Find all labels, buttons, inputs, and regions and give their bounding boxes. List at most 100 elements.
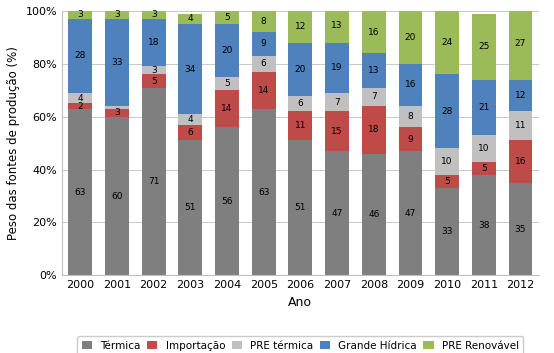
Bar xyxy=(215,24,239,77)
Text: 8: 8 xyxy=(261,17,266,26)
Bar xyxy=(215,90,239,127)
Bar xyxy=(252,32,276,56)
Text: 63: 63 xyxy=(258,187,269,197)
Text: 27: 27 xyxy=(515,40,526,48)
Bar xyxy=(105,106,129,109)
Bar xyxy=(362,53,386,88)
Bar xyxy=(142,11,166,19)
Bar xyxy=(68,93,93,103)
Bar xyxy=(215,127,239,275)
Bar xyxy=(509,112,532,140)
Text: 12: 12 xyxy=(515,91,526,100)
Text: 9: 9 xyxy=(408,135,413,144)
Bar xyxy=(472,175,496,275)
Text: 71: 71 xyxy=(148,177,160,186)
Bar xyxy=(178,125,202,140)
Text: 13: 13 xyxy=(331,21,343,30)
Bar xyxy=(252,109,276,275)
Bar xyxy=(252,11,276,32)
Bar xyxy=(68,103,93,109)
Text: 56: 56 xyxy=(221,197,233,206)
Text: 5: 5 xyxy=(224,79,230,88)
Bar xyxy=(178,114,202,125)
Bar xyxy=(325,43,349,93)
Bar xyxy=(325,112,349,151)
Bar xyxy=(105,19,129,106)
Text: 34: 34 xyxy=(184,65,196,74)
Text: 3: 3 xyxy=(114,10,120,19)
Bar xyxy=(398,64,422,106)
Text: 11: 11 xyxy=(515,121,526,131)
Text: 4: 4 xyxy=(78,94,83,103)
Text: 51: 51 xyxy=(295,203,306,213)
Text: 20: 20 xyxy=(222,46,233,55)
Text: 7: 7 xyxy=(334,98,340,107)
Text: 3: 3 xyxy=(151,10,157,19)
Bar xyxy=(215,11,239,24)
Text: 18: 18 xyxy=(148,38,160,47)
Text: 51: 51 xyxy=(184,203,196,213)
Bar xyxy=(68,109,93,275)
Text: 63: 63 xyxy=(75,187,86,197)
Text: 20: 20 xyxy=(295,65,306,74)
Bar xyxy=(435,188,459,275)
Bar xyxy=(105,11,129,19)
Bar xyxy=(398,11,422,64)
Text: 21: 21 xyxy=(478,103,490,112)
Text: 5: 5 xyxy=(481,164,486,173)
Bar xyxy=(252,56,276,72)
Bar xyxy=(289,96,312,112)
Bar xyxy=(509,8,532,80)
Bar xyxy=(289,11,312,43)
Text: 6: 6 xyxy=(297,99,303,108)
Text: 2: 2 xyxy=(78,102,83,110)
Bar xyxy=(142,19,166,66)
Bar xyxy=(398,151,422,275)
Text: 12: 12 xyxy=(295,22,306,31)
Text: 19: 19 xyxy=(331,63,343,72)
Text: 8: 8 xyxy=(408,112,413,121)
Text: 9: 9 xyxy=(261,40,266,48)
Bar xyxy=(472,135,496,162)
Bar xyxy=(362,88,386,106)
Text: 4: 4 xyxy=(188,115,193,124)
Bar xyxy=(105,117,129,275)
Text: 16: 16 xyxy=(368,28,379,37)
Text: 28: 28 xyxy=(75,52,86,60)
Text: 18: 18 xyxy=(368,125,379,134)
Bar xyxy=(472,13,496,80)
Bar xyxy=(142,88,166,275)
Text: 14: 14 xyxy=(222,104,233,113)
Bar xyxy=(362,106,386,154)
Bar xyxy=(325,151,349,275)
Bar xyxy=(472,162,496,175)
Bar xyxy=(509,183,532,275)
Text: 33: 33 xyxy=(442,227,453,236)
Bar xyxy=(142,66,166,74)
Bar xyxy=(289,43,312,96)
Bar xyxy=(325,93,349,112)
Bar xyxy=(68,11,93,19)
Text: 3: 3 xyxy=(78,10,83,19)
Bar xyxy=(398,127,422,151)
Bar xyxy=(435,11,459,74)
Text: 47: 47 xyxy=(331,209,343,218)
Text: 11: 11 xyxy=(295,121,306,131)
Bar xyxy=(68,19,93,93)
Bar xyxy=(509,140,532,183)
Bar xyxy=(105,109,129,117)
Bar xyxy=(362,11,386,53)
Bar xyxy=(435,74,459,148)
Text: 33: 33 xyxy=(111,58,123,67)
Text: 5: 5 xyxy=(151,77,157,85)
Text: 38: 38 xyxy=(478,221,490,229)
Text: 24: 24 xyxy=(442,38,453,47)
Text: 13: 13 xyxy=(368,66,379,75)
Text: 16: 16 xyxy=(404,80,416,89)
Text: 7: 7 xyxy=(371,92,377,101)
Text: 5: 5 xyxy=(224,13,230,22)
Text: 10: 10 xyxy=(478,144,490,153)
Bar xyxy=(398,106,422,127)
Bar xyxy=(362,154,386,275)
Bar xyxy=(472,80,496,135)
